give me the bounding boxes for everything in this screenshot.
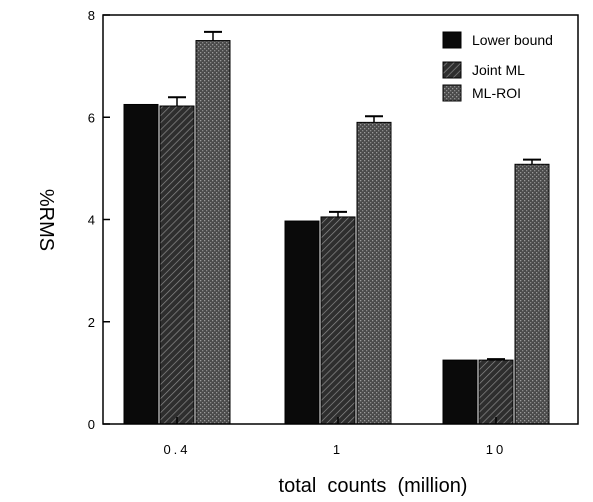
y-tick-label-1: 2	[88, 315, 95, 330]
y-tick-label-3: 6	[88, 110, 95, 125]
bar-joint-ml-1	[320, 216, 356, 425]
x-tick-label-2: 10	[486, 442, 506, 457]
axes-layer: 0 2 4 6 8 0.4 1 10	[88, 8, 579, 457]
legend-label-2: ML-ROI	[472, 85, 521, 101]
y-tick-label-2: 4	[88, 213, 95, 228]
y-tick-label-4: 8	[88, 8, 95, 23]
bar-joint-ml-0	[159, 105, 195, 425]
legend-swatch-2	[442, 84, 462, 102]
bar-ml-roi-0	[195, 40, 231, 425]
bar-ml-roi-1	[356, 121, 392, 425]
bar-joint-ml-2	[478, 359, 514, 425]
x-axis-title: total counts (million)	[279, 475, 468, 497]
legend-swatch-0	[442, 31, 462, 49]
x-tick-label-0: 0.4	[163, 442, 190, 457]
bar-lower-bound-0	[123, 103, 159, 425]
bar-lower-bound-1	[284, 220, 320, 425]
legend-swatch-1	[442, 61, 462, 79]
y-tick-label-0: 0	[88, 417, 95, 432]
x-tick-label-1: 1	[333, 442, 343, 457]
legend: Lower bound Joint ML ML-ROI	[442, 31, 553, 102]
legend-label-1: Joint ML	[472, 62, 525, 78]
bar-ml-roi-2	[514, 163, 550, 425]
y-axis-title: %RMS	[35, 189, 57, 251]
bars-layer	[123, 30, 550, 425]
legend-label-0: Lower bound	[472, 32, 553, 48]
bar-lower-bound-2	[442, 359, 478, 425]
